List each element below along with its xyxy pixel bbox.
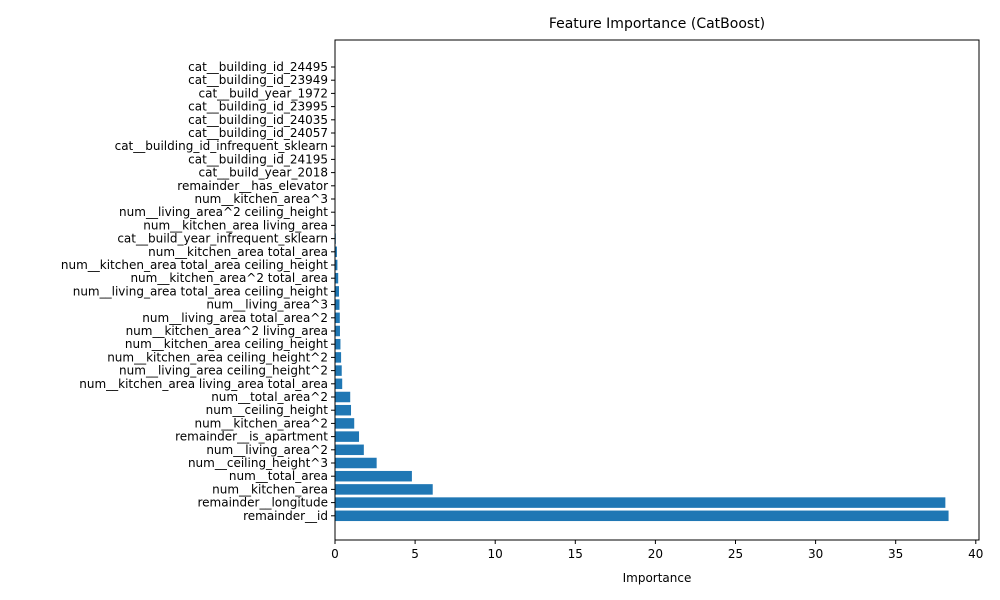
y-tick-label: num__kitchen_area^2 total_area xyxy=(130,271,328,285)
x-tick-label: 0 xyxy=(331,547,339,561)
bar-num__total_area xyxy=(335,470,412,482)
bar-num__ceiling_height^3 xyxy=(335,457,377,469)
bar-num__living_area ceiling_height^2 xyxy=(335,365,342,376)
y-tick-label: num__living_area total_area^2 xyxy=(142,311,328,325)
bar-num__kitchen_area ceiling_height xyxy=(335,338,341,350)
y-tick-label: cat__building_id_23949 xyxy=(188,73,328,87)
y-tick-label: num__living_area^3 xyxy=(206,298,328,312)
y-tick-label: cat__build_year_infrequent_sklearn xyxy=(117,232,328,246)
y-tick-label: cat__building_id_24195 xyxy=(188,152,328,166)
bar-num__kitchen_area^2 total_area xyxy=(335,272,339,284)
bar-num__total_area^2 xyxy=(335,391,351,403)
y-tick-label: num__living_area^2 xyxy=(206,443,328,457)
chart-title: Feature Importance (CatBoost) xyxy=(549,16,765,32)
y-tick-label: cat__building_id_infrequent_sklearn xyxy=(115,139,328,153)
y-tick-label: num__kitchen_area ceiling_height xyxy=(125,337,328,351)
bar-num__living_area total_area ceiling_height xyxy=(335,286,340,297)
bar-num__kitchen_area total_area ceiling_height xyxy=(335,259,338,271)
y-tick-label: remainder__longitude xyxy=(197,496,328,510)
bars-group xyxy=(335,180,949,522)
y-tick-label: remainder__is_apartment xyxy=(175,430,328,444)
y-tick-label: num__ceiling_height xyxy=(206,403,329,417)
bar-num__kitchen_area living_area total_area xyxy=(335,378,343,390)
x-tick-label: 20 xyxy=(648,547,663,561)
x-tick-label: 15 xyxy=(568,547,583,561)
y-tick-label: num__kitchen_area ceiling_height^2 xyxy=(107,350,328,364)
bar-remainder__id xyxy=(335,510,949,522)
bar-num__kitchen_area xyxy=(335,484,433,495)
y-tick-label: cat__building_id_23995 xyxy=(188,100,328,114)
y-tick-label: cat__building_id_24495 xyxy=(188,60,328,74)
y-tick-label: num__total_area^2 xyxy=(211,390,328,404)
y-tick-label: num__living_area^2 ceiling_height xyxy=(119,205,328,219)
bar-num__living_area^3 xyxy=(335,299,340,310)
y-tick-label: cat__building_id_24057 xyxy=(188,126,328,140)
bar-num__kitchen_area^2 living_area xyxy=(335,325,340,337)
y-tick-label: num__kitchen_area total_area xyxy=(148,245,328,259)
y-tick-label: num__kitchen_area living_area total_area xyxy=(79,377,328,391)
x-tick-label: 25 xyxy=(728,547,743,561)
y-tick-label: cat__building_id_24035 xyxy=(188,113,328,127)
bar-num__living_area^2 xyxy=(335,444,364,456)
y-tick-label: num__kitchen_area^3 xyxy=(194,192,328,206)
x-ticks: 0 5 10 15 20 25 30 35 40 xyxy=(331,540,983,561)
bar-remainder__is_apartment xyxy=(335,431,360,442)
bar-num__living_area total_area^2 xyxy=(335,312,340,324)
bar-remainder__longitude xyxy=(335,497,946,508)
x-axis-label: Importance xyxy=(623,571,692,585)
bar-num__kitchen_area^2 xyxy=(335,418,355,429)
x-tick-label: 30 xyxy=(808,547,823,561)
x-tick-label: 10 xyxy=(488,547,503,561)
y-tick-label: num__kitchen_area total_area ceiling_hei… xyxy=(61,258,328,272)
y-tick-label: remainder__has_elevator xyxy=(177,179,328,193)
x-tick-label: 5 xyxy=(411,547,419,561)
y-tick-label: num__kitchen_area^2 living_area xyxy=(126,324,328,338)
y-tick-label: remainder__id xyxy=(243,509,328,523)
y-tick-label: num__kitchen_area xyxy=(212,482,328,496)
x-tick-label: 40 xyxy=(968,547,983,561)
y-tick-label: num__living_area total_area ceiling_heig… xyxy=(73,284,329,298)
y-tick-label: num__kitchen_area living_area xyxy=(143,218,328,232)
y-tick-labels: remainder__idremainder__longitudenum__ki… xyxy=(61,60,335,523)
y-tick-label: num__total_area xyxy=(229,469,328,483)
plot-frame xyxy=(334,39,980,541)
y-tick-label: num__kitchen_area^2 xyxy=(194,416,328,430)
bar-num__ceiling_height xyxy=(335,404,352,416)
x-tick-label: 35 xyxy=(888,547,903,561)
y-tick-label: cat__build_year_2018 xyxy=(199,166,328,180)
y-tick-label: num__living_area ceiling_height^2 xyxy=(119,364,328,378)
y-tick-label: num__ceiling_height^3 xyxy=(188,456,328,470)
bar-num__kitchen_area ceiling_height^2 xyxy=(335,352,342,363)
bar-num__kitchen_area total_area xyxy=(335,246,337,258)
y-tick-label: cat__build_year_1972 xyxy=(199,86,328,100)
